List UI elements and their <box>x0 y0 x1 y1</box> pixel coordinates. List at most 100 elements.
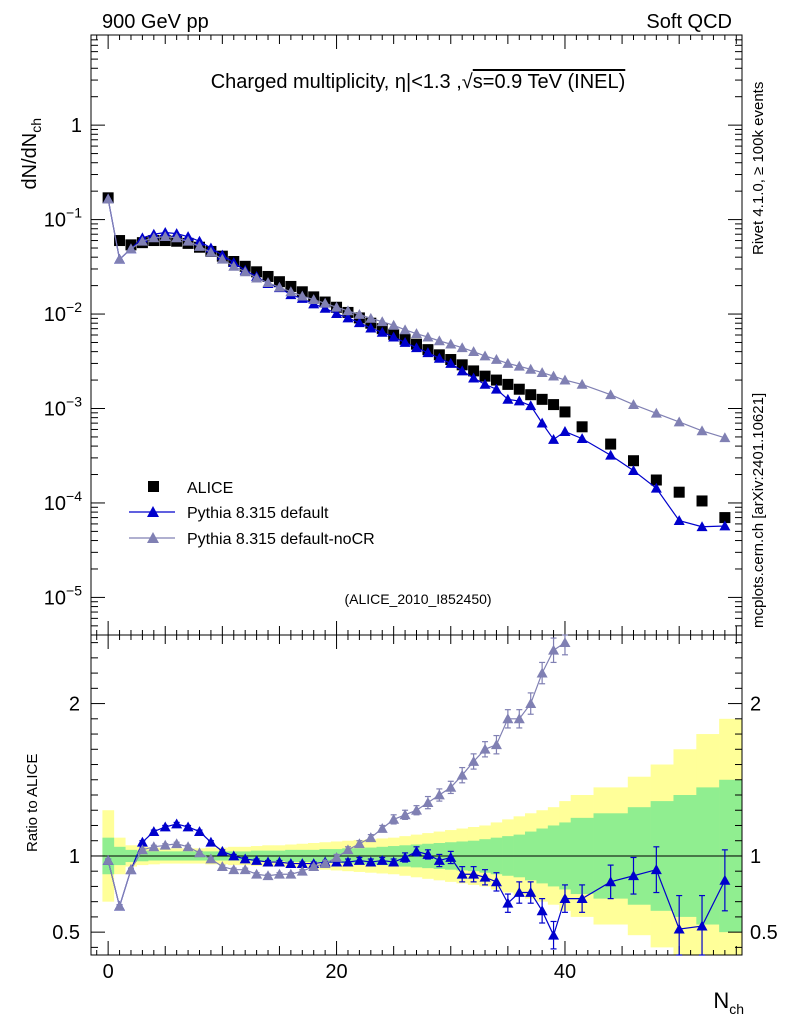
data-point-default <box>422 347 434 358</box>
ratio-point-default <box>479 871 491 882</box>
y-tick-label-ratio-left: 1 <box>69 846 80 868</box>
data-point-default <box>605 449 617 460</box>
data-point-alice <box>650 474 662 486</box>
data-point-default <box>376 326 388 337</box>
ratio-point-nocr <box>182 841 194 852</box>
y-tick-mantissa: 10 <box>44 399 66 421</box>
ratio-point-default <box>228 850 240 861</box>
data-point-nocr <box>125 243 137 254</box>
ratio-point-nocr <box>114 900 126 911</box>
ratio-point-nocr <box>136 844 148 855</box>
data-point-alice <box>273 276 285 288</box>
ratio-point-nocr <box>468 755 480 766</box>
title-part-2: η <box>395 71 406 93</box>
ratio-point-default <box>136 836 148 847</box>
y-tick-label-main: 10−3 <box>44 394 82 421</box>
data-point-nocr <box>205 246 217 257</box>
data-point-nocr <box>251 272 263 283</box>
ratio-point-nocr <box>171 838 183 849</box>
ratio-point-nocr <box>102 855 114 865</box>
data-point-default <box>673 515 685 526</box>
data-point-nocr <box>296 290 308 301</box>
y-tick-exponent: −3 <box>66 394 82 410</box>
data-point-nocr <box>159 231 171 242</box>
data-point-nocr <box>216 253 228 264</box>
ratio-point-default <box>411 845 422 856</box>
data-point-nocr <box>479 350 491 361</box>
y-axis-label-main: dN/dNch <box>19 118 44 190</box>
ratio-point-default <box>490 876 502 887</box>
data-point-alice <box>513 383 525 395</box>
ratio-point-nocr <box>273 868 285 879</box>
data-point-alice <box>490 374 502 386</box>
y-tick-label-main: 10−1 <box>44 205 82 232</box>
x-label-text: N <box>713 988 729 1013</box>
ratio-point-nocr <box>376 823 388 833</box>
data-point-nocr <box>388 319 400 330</box>
title-part-4: √ <box>462 71 473 93</box>
ratio-point-nocr <box>251 868 263 879</box>
data-point-default <box>525 400 537 411</box>
ratio-point-nocr <box>490 739 502 750</box>
data-point-default <box>513 395 525 406</box>
ratio-point-default <box>148 826 160 836</box>
title-part-1: Charged multiplicity, <box>211 71 395 93</box>
data-point-nocr <box>182 235 194 246</box>
ratio-point-default <box>719 874 731 885</box>
ratio-point-default <box>342 856 354 867</box>
ratio-point-nocr <box>559 637 571 648</box>
y-tick-label-ratio-right: 0.5 <box>750 922 778 944</box>
ratio-point-default <box>468 868 480 879</box>
mcplots-label: mcplots.cern.ch [arXiv:2401.10621] <box>750 393 767 628</box>
data-point-alice <box>536 393 548 405</box>
x-axis-label: Nch <box>713 988 744 1017</box>
data-point-nocr <box>342 305 354 316</box>
y-tick-label-ratio-left: 2 <box>69 694 80 716</box>
data-point-default <box>479 378 491 389</box>
legend-marker-default <box>147 506 159 517</box>
x-label-sub: ch <box>729 1001 744 1017</box>
data-point-nocr <box>308 294 320 305</box>
ratio-point-default <box>205 836 217 847</box>
ratio-point-default <box>262 856 274 867</box>
data-point-alice <box>696 495 708 507</box>
data-point-default <box>353 317 365 328</box>
data-point-alice <box>525 389 537 401</box>
ratio-point-nocr <box>285 868 297 879</box>
y-tick-exponent: −1 <box>66 205 82 221</box>
data-point-nocr <box>433 335 445 346</box>
y-tick-mantissa: 1 <box>71 115 82 137</box>
y-tick-mantissa: 10 <box>44 304 66 326</box>
ratio-point-default <box>696 920 708 931</box>
ratio-point-nocr <box>365 832 377 843</box>
data-point-alice <box>468 365 480 377</box>
ratio-point-nocr <box>296 865 308 876</box>
chart-title: Charged multiplicity, η|<1.3 ,√s=0.9 TeV… <box>211 71 626 93</box>
data-point-nocr <box>576 378 588 389</box>
legend-marker-nocr <box>147 532 159 543</box>
y-axis-label-ratio: Ratio to ALICE <box>24 754 41 852</box>
ratio-point-default <box>285 858 297 868</box>
ratio-point-nocr <box>125 864 137 875</box>
y-tick-exponent: −4 <box>66 488 82 504</box>
ratio-point-default <box>365 856 377 867</box>
ratio-point-default <box>673 923 685 934</box>
main-series <box>102 192 731 532</box>
ratio-point-nocr <box>388 813 400 824</box>
ratio-point-default <box>605 876 617 887</box>
ratio-point-default <box>239 853 251 864</box>
ratio-point-nocr <box>216 861 228 872</box>
y-tick-label-ratio-left: 0.5 <box>52 922 80 944</box>
ratio-point-nocr <box>159 839 171 850</box>
ratio-point-default <box>650 864 662 875</box>
data-point-nocr <box>331 301 343 312</box>
data-point-default <box>628 465 639 476</box>
data-point-default <box>342 312 354 323</box>
ratio-point-default <box>171 818 183 829</box>
data-point-alice <box>548 399 560 411</box>
ratio-point-default <box>548 929 560 940</box>
data-point-nocr <box>353 308 365 319</box>
data-point-nocr <box>673 416 685 427</box>
ratio-point-nocr <box>513 713 525 724</box>
data-point-default <box>650 482 662 493</box>
